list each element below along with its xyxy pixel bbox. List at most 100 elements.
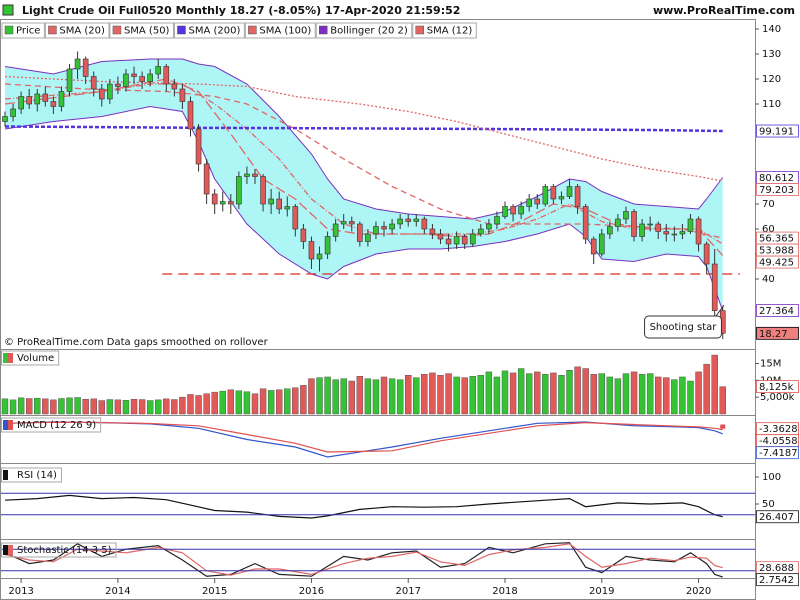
- sma-line: [4, 125, 723, 133]
- volume-bar: [469, 376, 476, 415]
- candle-body: [90, 76, 97, 90]
- volume-bar: [155, 399, 162, 415]
- volume-bar: [396, 379, 404, 415]
- y-tick-label: 15M: [760, 358, 781, 369]
- candle-body: [324, 236, 331, 255]
- volume-bar: [687, 380, 694, 415]
- legend-label: SMA (12): [427, 26, 473, 37]
- volume-bar: [308, 378, 315, 415]
- candle-body: [203, 163, 210, 195]
- volume-bar: [267, 390, 275, 415]
- legend-item: [244, 22, 316, 39]
- volume-bar: [534, 371, 541, 415]
- candle-body: [74, 58, 81, 70]
- bollinger-fill: [5, 59, 723, 311]
- value-label-box: [756, 304, 799, 317]
- candle-body: [631, 211, 637, 237]
- candle-body: [510, 206, 516, 215]
- volume-bar: [1, 398, 9, 415]
- candle-body: [244, 173, 250, 177]
- header-site: www.ProRealTime.com: [653, 4, 795, 17]
- volume-bar: [292, 387, 299, 415]
- value-label-box: [756, 446, 799, 460]
- candle-body: [139, 76, 145, 82]
- panel-title: Stochastic (14 3 5): [17, 545, 112, 556]
- volume-bar: [445, 373, 452, 415]
- candle-body: [115, 83, 121, 87]
- candle-body: [58, 91, 65, 107]
- value-label: 26.407: [759, 512, 794, 523]
- volume-bar: [146, 400, 154, 415]
- candle-body: [50, 101, 57, 107]
- candle-body: [711, 263, 718, 311]
- candle-body: [365, 233, 371, 242]
- candle-body: [147, 73, 153, 82]
- annotation: Shooting star: [650, 322, 718, 333]
- legend-item: [109, 22, 174, 39]
- candle-body: [171, 83, 178, 90]
- candle-body: [590, 238, 597, 255]
- volume-bar: [501, 370, 509, 415]
- value-label-box: [756, 183, 799, 196]
- plot-area: [4, 421, 726, 458]
- candle-body: [268, 198, 274, 205]
- value-label: 28.688: [759, 563, 794, 574]
- candle-body: [10, 108, 16, 117]
- legend-swatch: [4, 25, 14, 35]
- candle-body: [155, 66, 162, 75]
- candle-body: [316, 253, 323, 260]
- candle-body: [131, 73, 137, 77]
- legend-swatch: [112, 25, 122, 35]
- volume-bar: [82, 398, 89, 415]
- volume-bar: [622, 373, 630, 415]
- volume-bar: [477, 375, 485, 415]
- volume-bar: [719, 386, 726, 415]
- volume-bar: [195, 395, 202, 415]
- volume-bar: [275, 389, 283, 415]
- candle-body: [373, 226, 379, 235]
- header-icon: [2, 4, 14, 16]
- value-label: 8,125k: [759, 382, 794, 393]
- candle-body: [82, 58, 89, 77]
- volume-bar: [17, 397, 25, 415]
- candle-body: [607, 226, 613, 235]
- candle-body: [260, 176, 266, 205]
- volume-bar: [42, 398, 49, 415]
- volume-bar: [235, 390, 243, 415]
- plot-area: [4, 542, 723, 578]
- volume-bar: [437, 375, 444, 415]
- volume-bar: [98, 400, 105, 415]
- volume-bar: [203, 393, 210, 415]
- value-label: -4.0558: [759, 436, 798, 447]
- candle-body: [534, 198, 541, 205]
- candle-body: [179, 88, 186, 102]
- volume-bar: [227, 389, 235, 415]
- candle-body: [445, 238, 452, 245]
- volume-bar: [711, 354, 718, 415]
- value-label: 99.191: [759, 127, 794, 138]
- candle-body: [582, 206, 589, 240]
- annotation-box: [644, 315, 722, 339]
- indicator-line: [4, 421, 723, 453]
- volume-bar: [187, 394, 194, 415]
- candle-body: [558, 196, 565, 200]
- x-tick-label: 2013: [8, 586, 33, 597]
- plot-area: [2, 51, 740, 339]
- volume-bar: [300, 385, 307, 415]
- y-tick-label: 40: [762, 274, 775, 285]
- bollinger-lower: [4, 105, 724, 311]
- candle-body: [348, 221, 355, 225]
- value-label-box: [756, 255, 799, 269]
- candle-body: [98, 88, 105, 100]
- volume-bar: [211, 391, 218, 415]
- candle-body: [405, 218, 412, 222]
- candle-body: [252, 173, 258, 177]
- panel-title-box: [1, 542, 117, 558]
- volume-bar: [284, 388, 291, 415]
- volume-bar: [493, 376, 501, 415]
- volume-bar: [646, 373, 654, 415]
- volume-bar: [598, 373, 605, 415]
- volume-bar: [114, 399, 122, 415]
- volume-bar: [179, 396, 186, 415]
